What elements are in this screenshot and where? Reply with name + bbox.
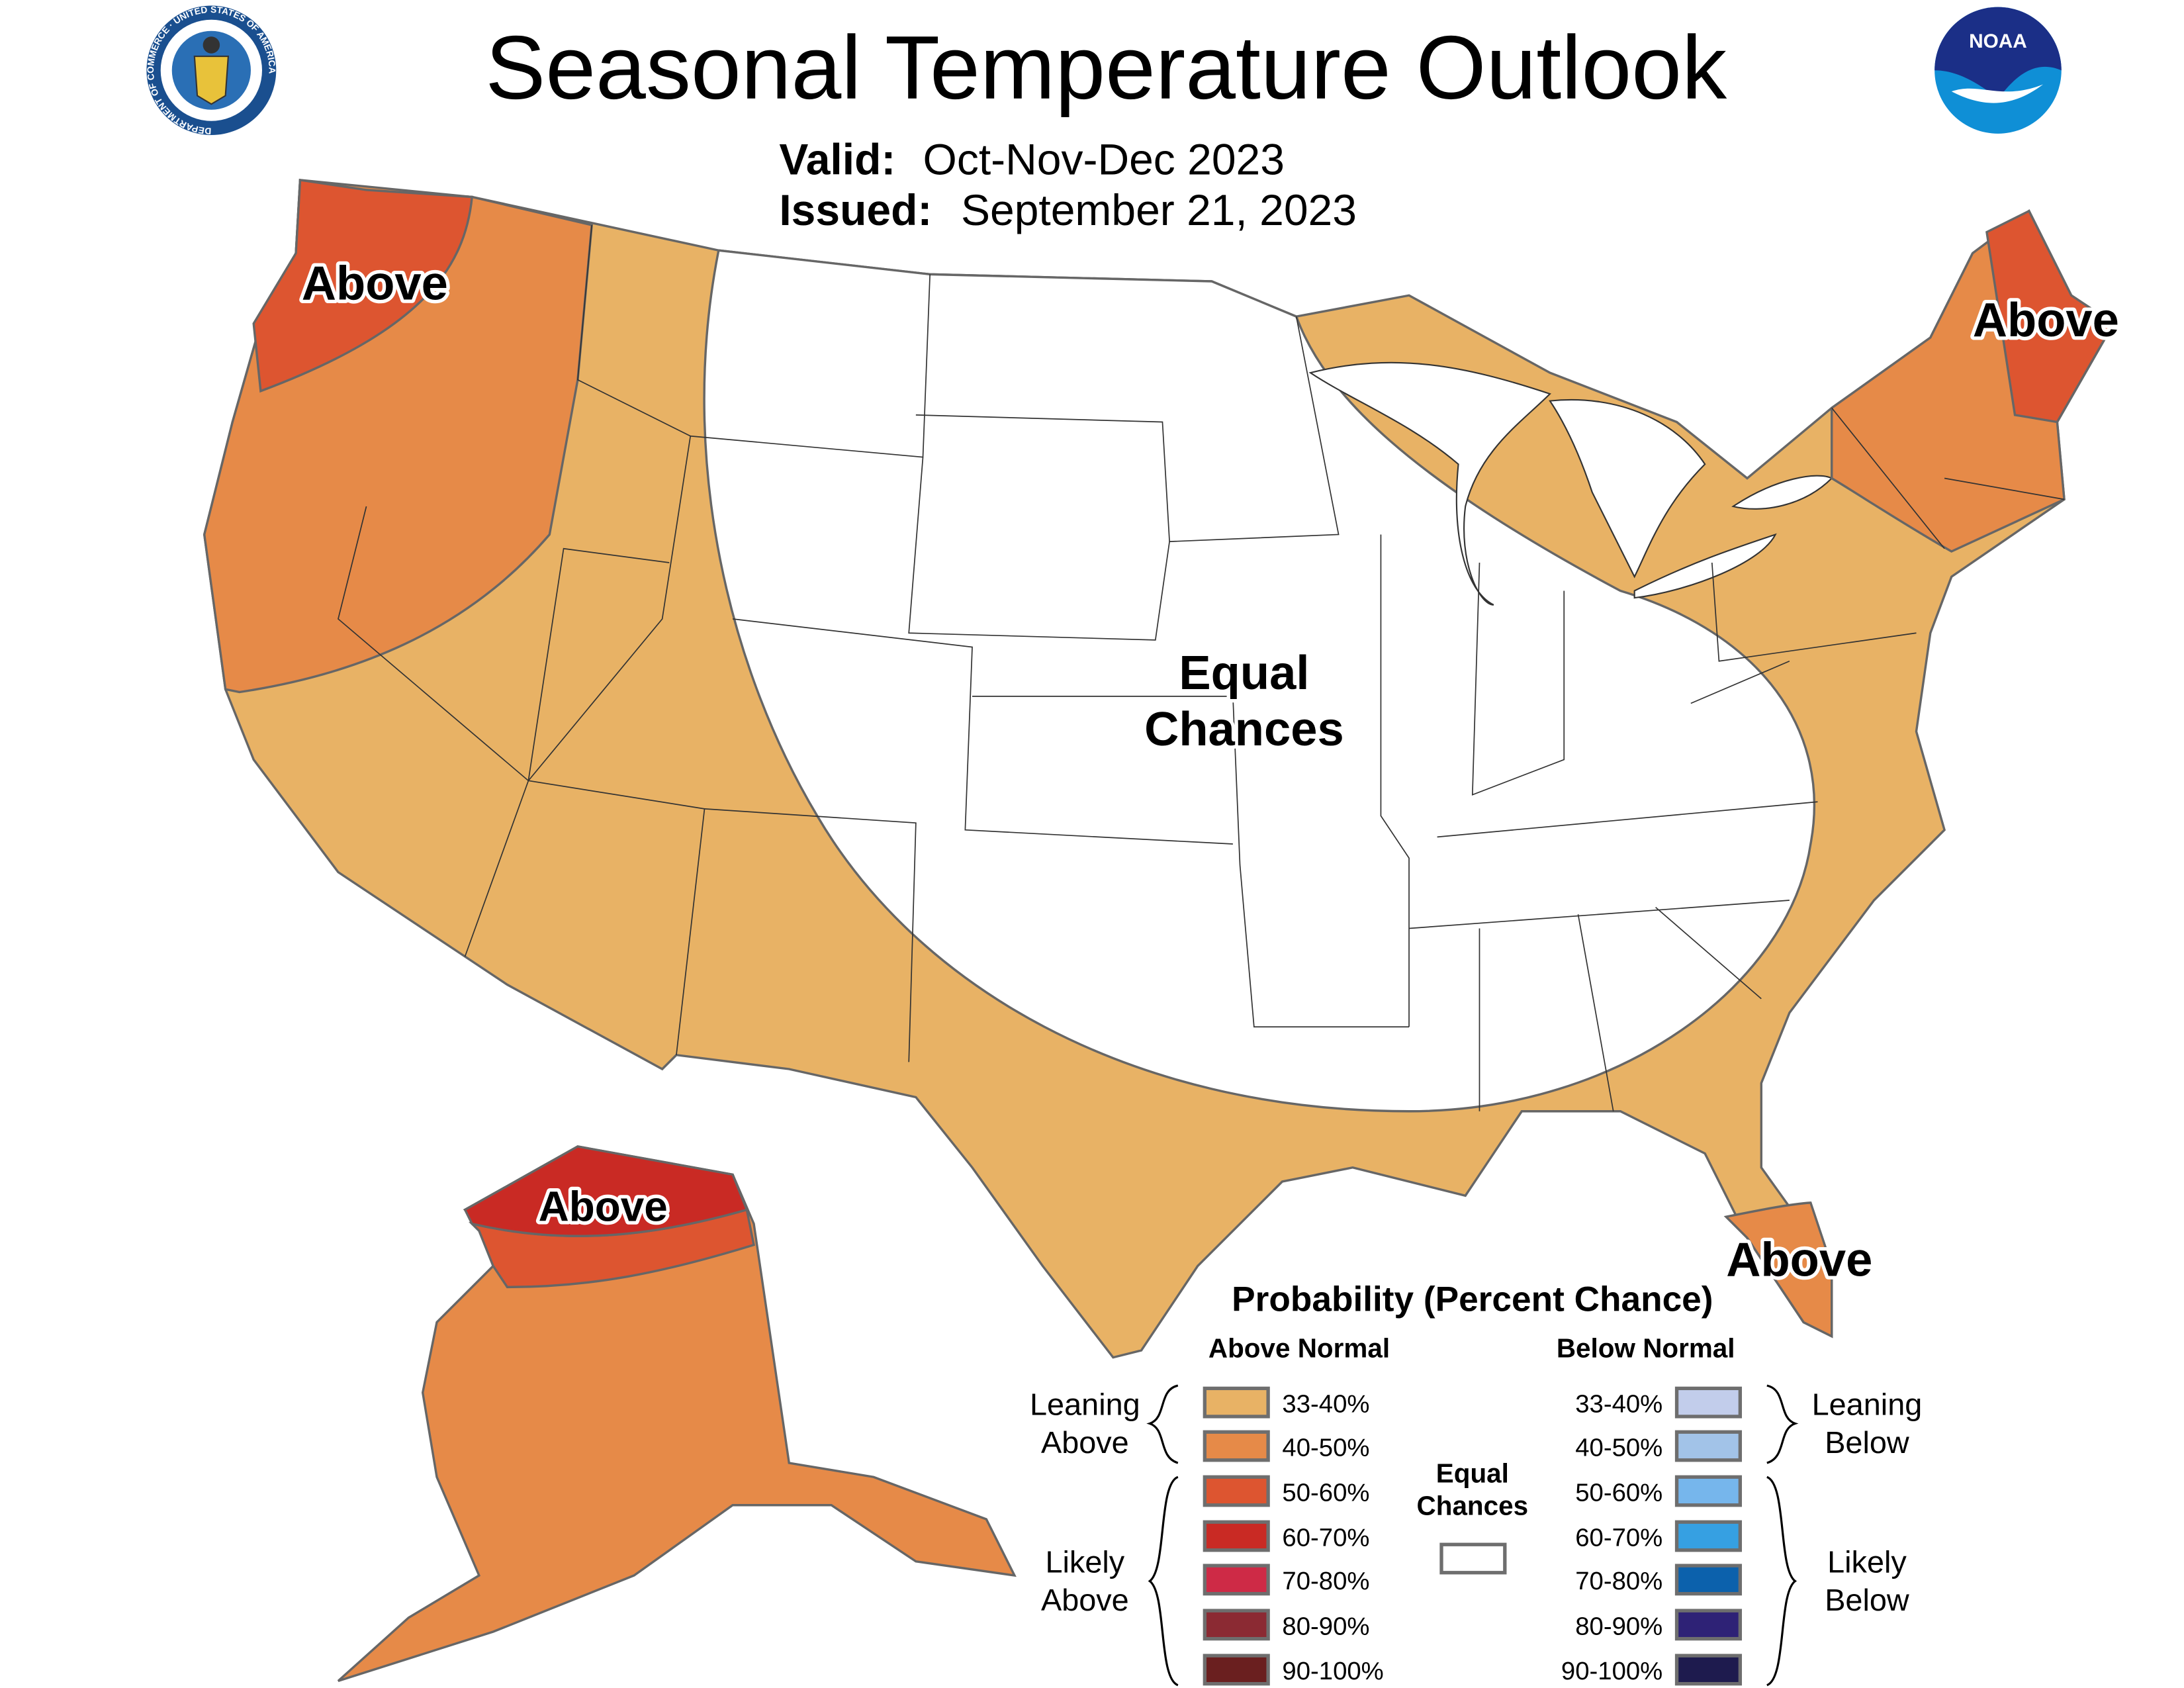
legend-rows: 33-40% 40-50% 50-60% 60-70% 70-80% 80-90% 90-1… bbox=[1203, 1386, 1743, 1686]
conus-map bbox=[203, 179, 2115, 1359]
label-northwest-above: Above bbox=[302, 258, 448, 310]
legend-swatch-above-40-50% bbox=[1203, 1430, 1270, 1462]
region-alaska-above-60-70 bbox=[463, 1145, 749, 1237]
brace-leaning-above bbox=[1146, 1384, 1179, 1464]
legend-swatch-equal-chances bbox=[1439, 1542, 1507, 1575]
legend-swatch-above-60-70% bbox=[1203, 1520, 1270, 1552]
legend: Probability (Percent Chance) Above Norma… bbox=[1030, 1280, 1923, 1687]
legend-swatch-above-33-40% bbox=[1203, 1386, 1270, 1419]
legend-label-above: 80-90% bbox=[1282, 1612, 1369, 1640]
legend-title: Probability (Percent Chance) bbox=[1232, 1280, 1713, 1319]
region-above-50-60-maine bbox=[1985, 209, 2115, 424]
legend-below-header: Below Normal bbox=[1557, 1333, 1735, 1364]
region-equal-chances bbox=[703, 249, 1816, 1113]
leaning-below-label-2: Below bbox=[1825, 1425, 1909, 1460]
noaa-logo-text: NOAA bbox=[1969, 30, 2027, 52]
legend-swatch-above-70-80% bbox=[1203, 1564, 1270, 1596]
leaning-above-label-2: Above bbox=[1041, 1425, 1129, 1460]
label-equal-chances-2: Chances bbox=[1144, 703, 1344, 756]
legend-above-header: Above Normal bbox=[1208, 1333, 1390, 1364]
valid-label: Valid: bbox=[779, 135, 895, 184]
legend-swatch-below-70-80% bbox=[1674, 1564, 1743, 1596]
legend-label-below: 33-40% bbox=[1575, 1390, 1662, 1419]
likely-above-label-1: Likely bbox=[1045, 1545, 1124, 1579]
legend-label-above: 40-50% bbox=[1282, 1433, 1369, 1462]
legend-swatch-below-60-70% bbox=[1674, 1520, 1743, 1552]
likely-below-label-2: Below bbox=[1825, 1583, 1909, 1617]
legend-swatch-below-90-100% bbox=[1674, 1654, 1743, 1686]
legend-label-above: 60-70% bbox=[1282, 1523, 1369, 1552]
issued-value: September 21, 2023 bbox=[961, 185, 1357, 234]
legend-label-below: 40-50% bbox=[1575, 1433, 1662, 1462]
legend-swatch-above-80-90% bbox=[1203, 1609, 1270, 1641]
equal-chances-label-1: Equal bbox=[1436, 1458, 1509, 1489]
legend-swatch-above-90-100% bbox=[1203, 1654, 1270, 1686]
legend-swatch-below-33-40% bbox=[1674, 1386, 1743, 1419]
brace-likely-above bbox=[1148, 1476, 1179, 1687]
legend-label-above: 70-80% bbox=[1282, 1567, 1369, 1595]
leaning-above-label-1: Leaning bbox=[1030, 1387, 1140, 1422]
legend-label-above: 33-40% bbox=[1282, 1390, 1369, 1419]
state-boundaries bbox=[338, 224, 2065, 1111]
great-lakes bbox=[1308, 361, 1833, 606]
leaning-below-label-1: Leaning bbox=[1812, 1387, 1923, 1422]
legend-label-below: 80-90% bbox=[1575, 1612, 1662, 1640]
equal-chances-label-2: Chances bbox=[1417, 1491, 1529, 1521]
legend-swatch-above-50-60% bbox=[1203, 1475, 1270, 1507]
issued-label: Issued: bbox=[779, 185, 932, 234]
doc-seal-logo: DEPARTMENT OF COMMERCE · UNITED STATES O… bbox=[145, 4, 278, 136]
brace-likely-below bbox=[1766, 1476, 1797, 1687]
brace-leaning-below bbox=[1766, 1384, 1799, 1464]
legend-label-below: 70-80% bbox=[1575, 1567, 1662, 1595]
legend-label-above: 50-60% bbox=[1282, 1478, 1369, 1507]
label-northeast-above: Above bbox=[1973, 294, 2119, 347]
legend-label-below: 90-100% bbox=[1561, 1657, 1662, 1685]
valid-value: Oct-Nov-Dec 2023 bbox=[923, 135, 1285, 184]
noaa-logo: NOAA bbox=[1934, 7, 2062, 134]
legend-label-below: 50-60% bbox=[1575, 1478, 1662, 1507]
likely-above-label-2: Above bbox=[1041, 1583, 1129, 1617]
region-above-40-50-florida bbox=[1723, 1201, 1833, 1338]
legend-label-below: 60-70% bbox=[1575, 1523, 1662, 1552]
label-equal-chances-1: Equal bbox=[1179, 647, 1309, 700]
region-above-50-60-washington bbox=[252, 179, 474, 393]
alaska-map bbox=[337, 1145, 1017, 1682]
label-florida-above: Above bbox=[1726, 1233, 1872, 1286]
label-alaska-above: Above bbox=[539, 1183, 668, 1231]
legend-swatch-below-40-50% bbox=[1674, 1430, 1743, 1462]
legend-swatch-below-80-90% bbox=[1674, 1609, 1743, 1641]
legend-label-above: 90-100% bbox=[1282, 1657, 1383, 1685]
page-title: Seasonal Temperature Outlook bbox=[485, 17, 1727, 118]
legend-swatch-below-50-60% bbox=[1674, 1475, 1743, 1507]
likely-below-label-1: Likely bbox=[1827, 1545, 1907, 1579]
